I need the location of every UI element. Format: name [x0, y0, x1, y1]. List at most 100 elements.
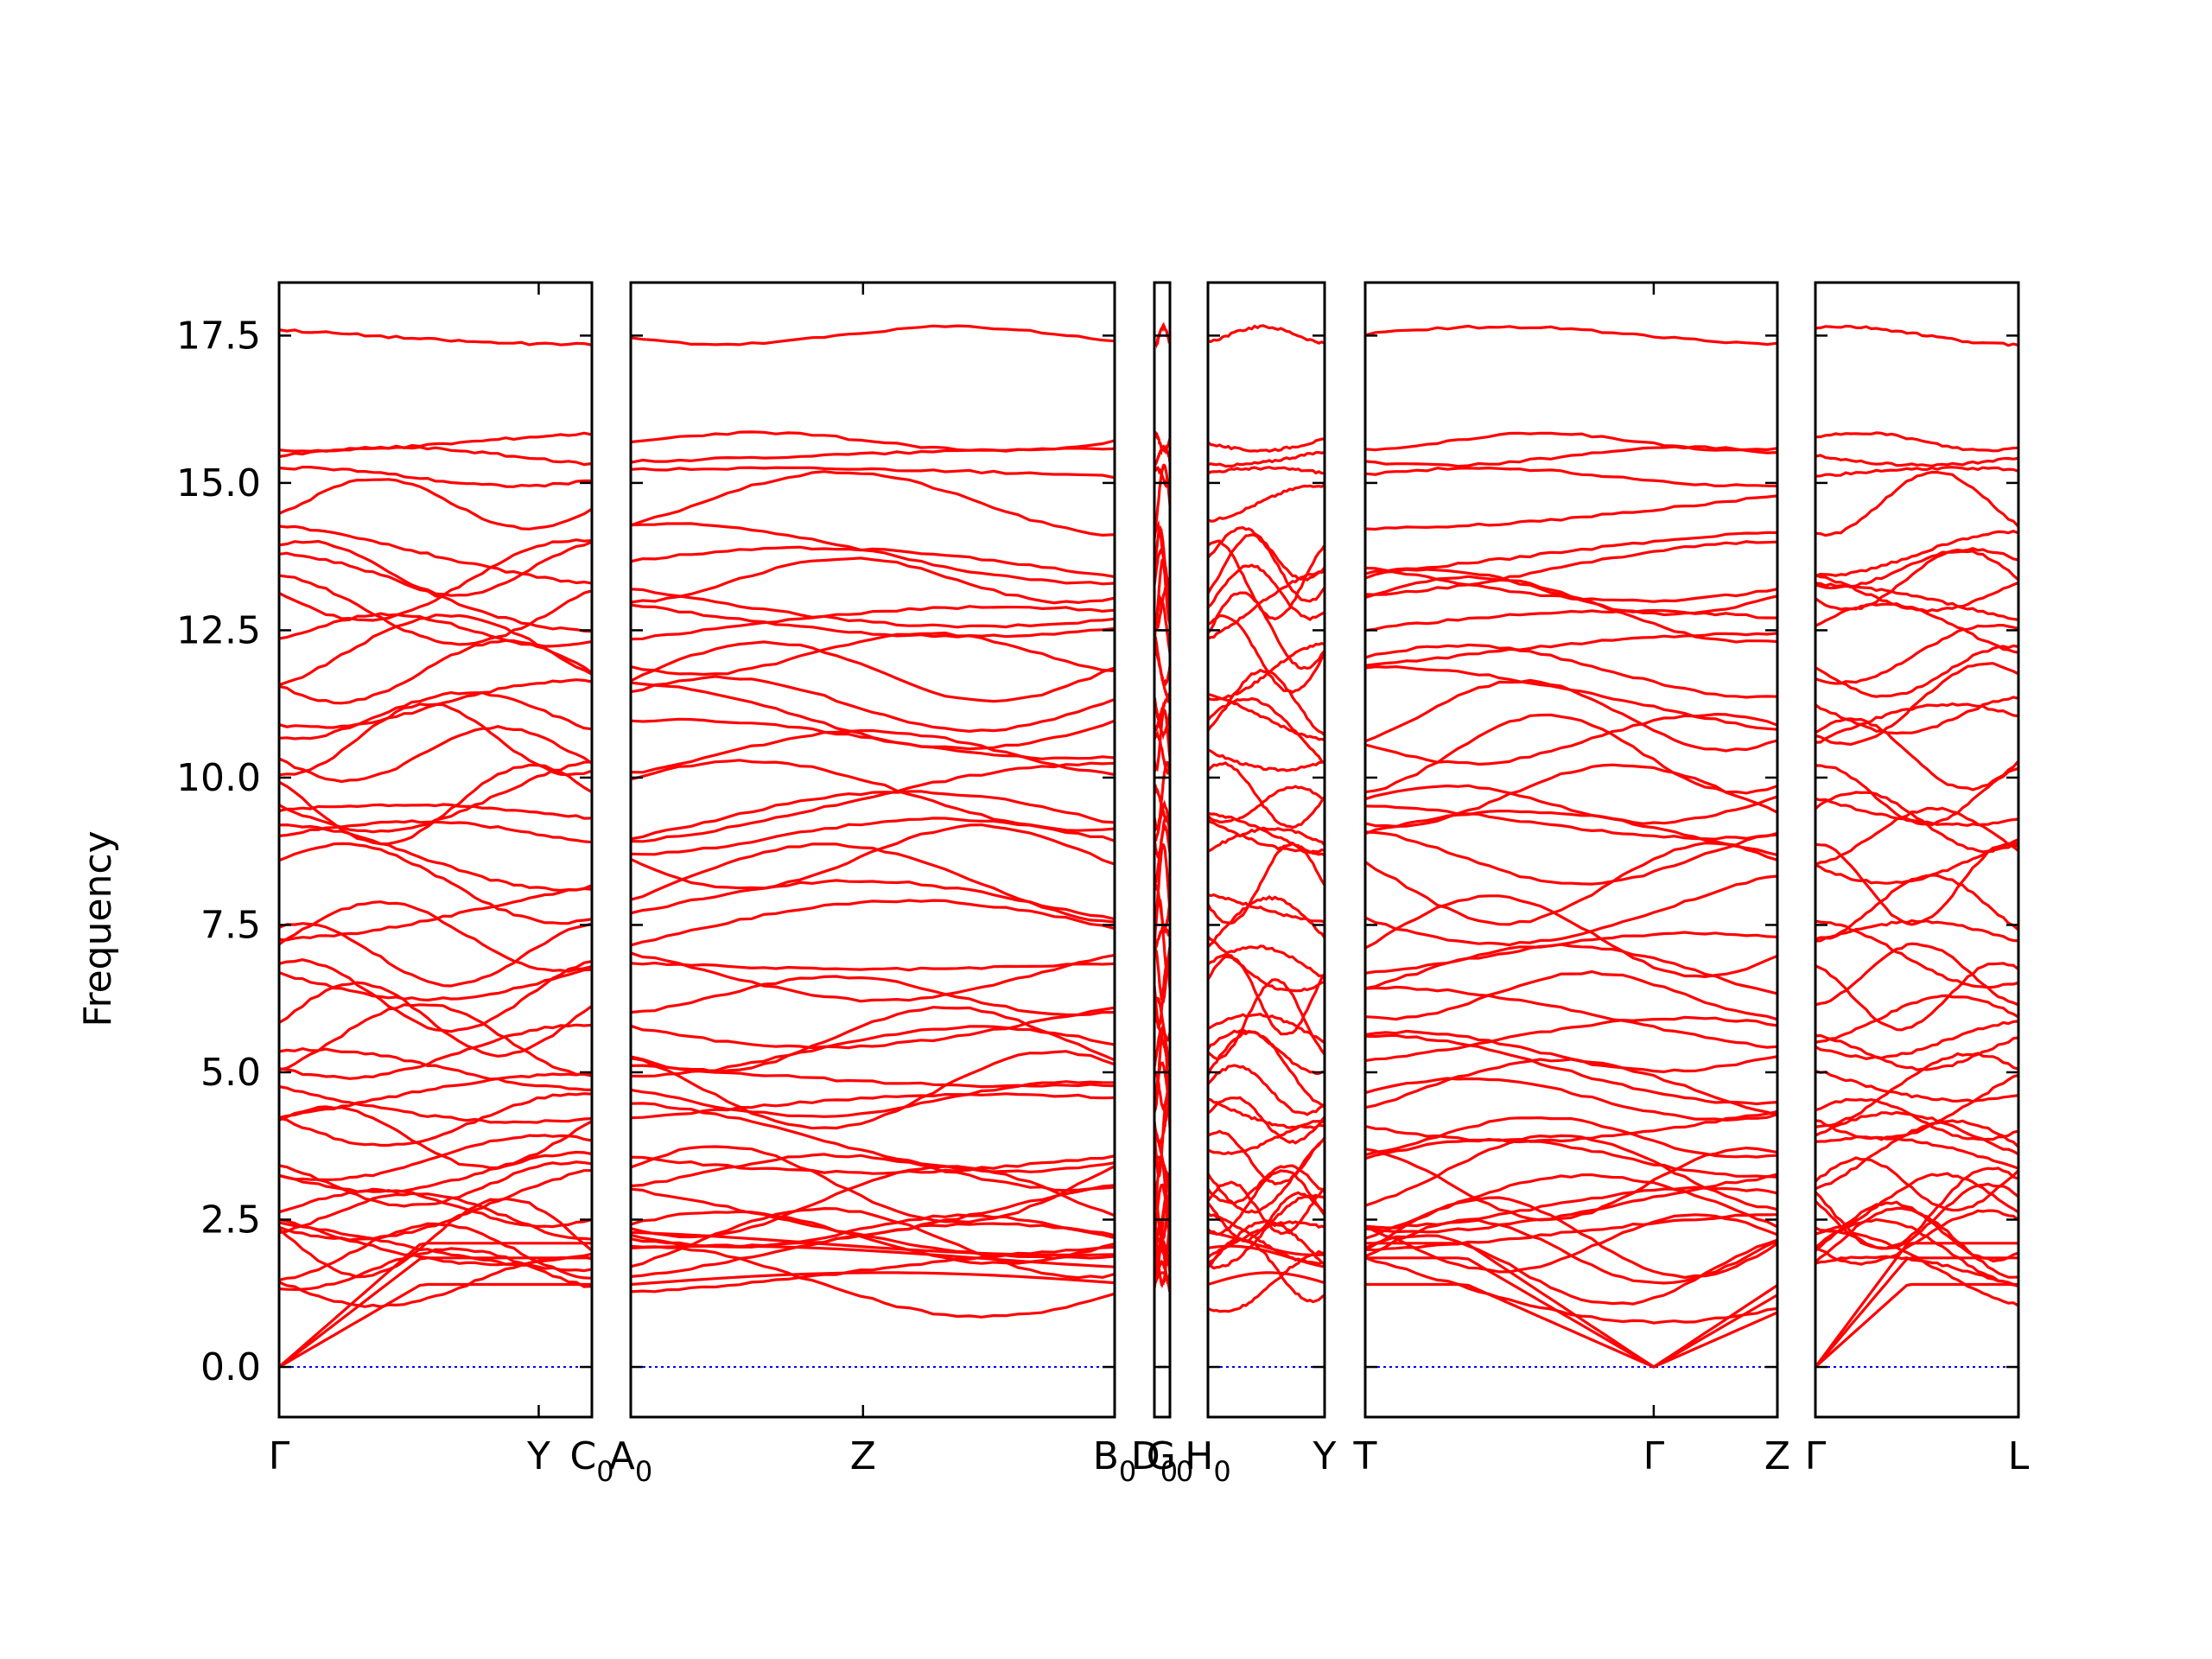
- band-line: [1365, 1196, 1777, 1280]
- band-line: [631, 640, 1115, 703]
- band-line: [279, 823, 592, 893]
- band-line: [1815, 431, 2018, 453]
- band-line: [1154, 995, 1170, 1042]
- band-line: [1365, 540, 1777, 596]
- band-line: [1365, 531, 1777, 575]
- band-line: [1154, 558, 1170, 626]
- band-line: [1365, 1015, 1777, 1063]
- band-line: [279, 551, 592, 633]
- band-line: [1154, 882, 1170, 932]
- band-line: [1815, 550, 2018, 611]
- band-line: [631, 1213, 1115, 1249]
- band-line: [1208, 1191, 1325, 1243]
- band-line: [1815, 838, 2018, 885]
- band-line: [631, 1006, 1115, 1050]
- band-line: [279, 842, 592, 925]
- band-line: [1208, 525, 1325, 582]
- band-line: [631, 1271, 1115, 1287]
- bands-group: [1208, 324, 1325, 1369]
- band-line: [279, 1092, 592, 1147]
- band-line: [631, 728, 1115, 777]
- panel-frame: [1363, 281, 1779, 1419]
- band-line: [1815, 842, 2018, 926]
- band-line: [631, 790, 1115, 841]
- band-line: [1208, 483, 1325, 523]
- band-line: [1365, 943, 1777, 995]
- band-line: [1208, 1119, 1325, 1155]
- band-line: [279, 1187, 592, 1229]
- band-line: [1208, 324, 1325, 345]
- band-line: [279, 524, 592, 585]
- band-line: [1815, 454, 2018, 467]
- x-tick-label: Z: [1764, 1434, 1790, 1478]
- band-line: [1365, 842, 1777, 926]
- band-line: [1208, 1212, 1325, 1266]
- band-line: [1815, 1135, 2018, 1170]
- y-axis-title: Frequency: [76, 830, 120, 1027]
- band-line: [1208, 642, 1325, 702]
- y-tick-label: 12.5: [176, 608, 261, 652]
- band-line: [1365, 1137, 1777, 1179]
- band-line: [1365, 664, 1777, 731]
- band-line: [631, 588, 1115, 629]
- panel-frame: [1153, 281, 1172, 1419]
- band-line: [1365, 1173, 1777, 1240]
- x-tick-label: Z: [850, 1434, 876, 1478]
- band-line: [631, 1154, 1115, 1175]
- x-tick-label: C0: [569, 1434, 613, 1488]
- panel-frame: [629, 281, 1116, 1419]
- band-line: [631, 1245, 1115, 1294]
- band-line: [1365, 1242, 1777, 1369]
- band-line: [631, 1080, 1115, 1118]
- band-line: [1154, 519, 1170, 586]
- band-line: [1815, 1200, 2018, 1263]
- band-line: [1154, 466, 1170, 490]
- band-line: [1154, 760, 1170, 832]
- band-line: [279, 1242, 592, 1369]
- band-line: [1815, 994, 2018, 1044]
- y-tick-label: 17.5: [176, 314, 261, 358]
- band-line: [631, 603, 1115, 639]
- band-line: [1815, 324, 2018, 347]
- band-line: [1365, 712, 1777, 766]
- band-line: [631, 1244, 1115, 1319]
- band-line: [279, 465, 592, 488]
- band-line: [279, 1085, 592, 1124]
- band-line: [279, 900, 592, 973]
- band-line: [1154, 1024, 1170, 1067]
- band-line: [1208, 1180, 1325, 1236]
- band-line: [1208, 1164, 1325, 1205]
- band-line: [1365, 804, 1777, 841]
- band-line: [631, 545, 1115, 579]
- band-line: [279, 478, 592, 531]
- band-line: [1365, 643, 1777, 699]
- band-line: [1815, 797, 2018, 827]
- band-line: [279, 819, 592, 844]
- band-line: [1208, 1237, 1325, 1304]
- band-line: [631, 466, 1115, 480]
- band-line: [1365, 1029, 1777, 1074]
- band-line: [631, 1102, 1115, 1173]
- band-line: [1154, 1216, 1170, 1289]
- band-line: [1208, 533, 1325, 603]
- band-line: [279, 958, 592, 1033]
- band-line: [1154, 1071, 1170, 1112]
- panels-layer: [277, 281, 2020, 1419]
- band-line: [279, 1247, 592, 1292]
- band-line: [1154, 632, 1170, 686]
- band-line: [279, 760, 592, 834]
- band-line: [631, 1145, 1115, 1224]
- band-line: [631, 1206, 1115, 1280]
- band-line: [1815, 764, 2018, 827]
- band-line: [631, 1050, 1115, 1130]
- band-line: [1208, 1097, 1325, 1129]
- band-line: [631, 1153, 1115, 1192]
- band-line: [631, 761, 1115, 843]
- band-line: [279, 1256, 592, 1369]
- band-line: [631, 823, 1115, 890]
- band-line: [1208, 1249, 1325, 1313]
- band-line: [1815, 942, 2018, 1007]
- band-line: [279, 1160, 592, 1208]
- band-line: [1208, 1129, 1325, 1185]
- band-line: [1208, 785, 1325, 824]
